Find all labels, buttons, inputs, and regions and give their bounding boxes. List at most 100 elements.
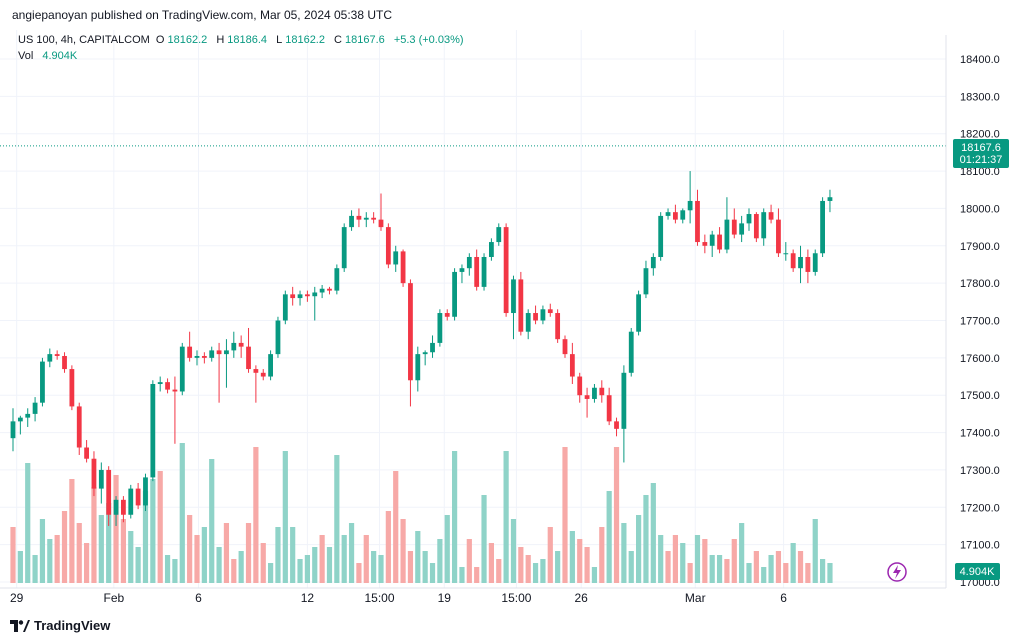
price-tag-value: 18167.6 <box>961 142 1001 154</box>
candle-body <box>511 279 516 314</box>
candle-body <box>128 488 134 515</box>
volume-bar <box>187 515 193 583</box>
volume-bar <box>496 559 502 583</box>
volume-bar <box>584 547 590 583</box>
lightning-icon[interactable] <box>887 562 907 582</box>
candle-body <box>371 217 377 220</box>
candle-body <box>562 339 568 355</box>
candle-body <box>452 271 457 317</box>
price-tick-label: 17300.0 <box>960 465 1000 477</box>
volume-bar <box>385 511 391 583</box>
candle-body <box>783 253 789 255</box>
price-tick-label: 18300.0 <box>960 91 1000 103</box>
volume-bar <box>400 519 406 583</box>
volume-bar <box>739 523 745 583</box>
volume-bar <box>481 495 487 583</box>
candlestick-series <box>10 171 833 526</box>
price-tick-label: 17800.0 <box>960 278 1000 290</box>
volume-bar <box>113 475 119 583</box>
candle-body <box>341 227 347 269</box>
volume-bar <box>363 535 369 583</box>
candle-body <box>400 251 406 284</box>
volume-legend[interactable]: Vol 4.904K <box>18 50 77 62</box>
candle-body <box>290 294 296 299</box>
candle-body <box>599 387 605 396</box>
price-tag[interactable]: 18167.6 01:21:37 <box>953 139 1009 168</box>
candle-body <box>17 417 23 422</box>
candle-body <box>150 384 156 478</box>
candle-body <box>187 346 193 358</box>
volume-tag-box <box>955 563 1000 580</box>
time-tick-label: 26 <box>575 591 589 605</box>
candle-body <box>25 413 31 418</box>
price-tag-box <box>953 139 1009 168</box>
candle-body <box>91 458 97 489</box>
time-tick-label: Feb <box>103 591 124 605</box>
candle-body <box>209 350 215 358</box>
price-tick-label: 18000.0 <box>960 203 1000 215</box>
candle-body <box>135 488 141 506</box>
volume-bar <box>680 543 686 583</box>
volume-bar <box>437 539 443 583</box>
candle-body <box>540 309 546 321</box>
candle-body <box>179 346 185 392</box>
volume-bar <box>636 515 642 583</box>
candle-body <box>444 313 450 317</box>
legend-high-value: 18186.4 <box>227 34 268 46</box>
candle-body <box>533 313 538 321</box>
candle-body <box>334 268 340 291</box>
candle-body <box>157 382 163 385</box>
tradingview-logo-icon <box>10 619 30 632</box>
candle-body <box>253 369 259 373</box>
volume-bar <box>613 447 620 583</box>
candle-body <box>547 309 553 314</box>
volume-bar <box>231 559 237 583</box>
candle-body <box>739 223 745 235</box>
volume-bar <box>510 519 517 583</box>
volume-bar <box>39 519 46 583</box>
symbol-legend[interactable]: US 100, 4h, CAPITALCOM O 18162.2 H 18186.4… <box>18 34 467 46</box>
brand-footer[interactable]: TradingView <box>10 618 110 633</box>
volume-bar <box>488 543 494 583</box>
candle-body <box>776 219 781 254</box>
price-tick-label: 17200.0 <box>960 502 1000 514</box>
brand-name: TradingView <box>34 618 111 633</box>
volume-bar <box>10 527 16 583</box>
volume-bars <box>10 443 833 583</box>
price-tick-label: 17700.0 <box>960 316 1000 328</box>
publish-info: angiepanoyan published on TradingView.co… <box>12 8 393 22</box>
time-tick-label: 12 <box>301 591 315 605</box>
volume-bar <box>245 523 252 583</box>
legend-change: +5.3 (+0.03%) <box>393 34 464 46</box>
volume-bar <box>805 563 811 583</box>
volume-bar <box>525 555 531 583</box>
volume-bar <box>275 527 281 583</box>
candle-body <box>282 294 288 321</box>
volume-bar <box>540 559 546 583</box>
volume-label: Vol <box>18 50 34 62</box>
candle-body <box>489 242 494 257</box>
legend-low-label: L <box>276 34 283 46</box>
candle-body <box>349 215 354 228</box>
volume-bar <box>716 555 723 583</box>
volume-bar <box>790 543 796 583</box>
price-tick-label: 17600.0 <box>960 353 1000 365</box>
candle-body <box>32 402 38 414</box>
volume-bar <box>326 547 333 583</box>
candle-body <box>69 369 75 407</box>
volume-bar <box>84 543 90 583</box>
volume-bar <box>702 539 708 583</box>
volume-bar <box>356 563 362 583</box>
legend-open-value: 18162.2 <box>167 34 208 46</box>
volume-bar <box>452 451 458 583</box>
candle-body <box>687 200 693 211</box>
candle-body <box>569 354 575 377</box>
time-tick-label: 15:00 <box>365 591 395 605</box>
candle-body <box>753 214 759 239</box>
volume-bar <box>393 471 399 583</box>
volume-bar <box>201 527 207 583</box>
volume-bar <box>25 463 31 583</box>
volume-bar <box>628 551 634 583</box>
time-axis: 29 Feb 6 12 15:00 19 15:00 26 Mar 6 <box>10 591 787 605</box>
volume-bar <box>606 491 612 583</box>
